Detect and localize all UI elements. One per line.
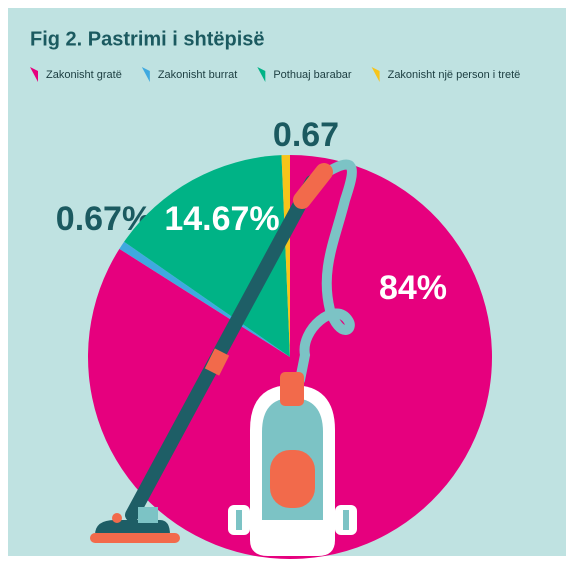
chart: Fig 2. Pastrimi i shtëpisë Zakonisht gra… — [0, 0, 574, 564]
legend-label: Pothuaj barabar — [273, 69, 352, 81]
legend-label: Zakonisht një person i tretë — [388, 69, 521, 81]
legend-label: Zakonisht burrat — [158, 69, 237, 81]
legend-label: Zakonisht gratë — [46, 69, 122, 81]
data-label: 14.67% — [164, 200, 279, 238]
data-label: 0.67 — [273, 116, 339, 154]
chart-title: Fig 2. Pastrimi i shtëpisë — [30, 28, 265, 50]
data-label: 84% — [379, 269, 447, 307]
legend: Zakonisht gratë Zakonisht burrat Pothuaj b… — [30, 67, 520, 82]
